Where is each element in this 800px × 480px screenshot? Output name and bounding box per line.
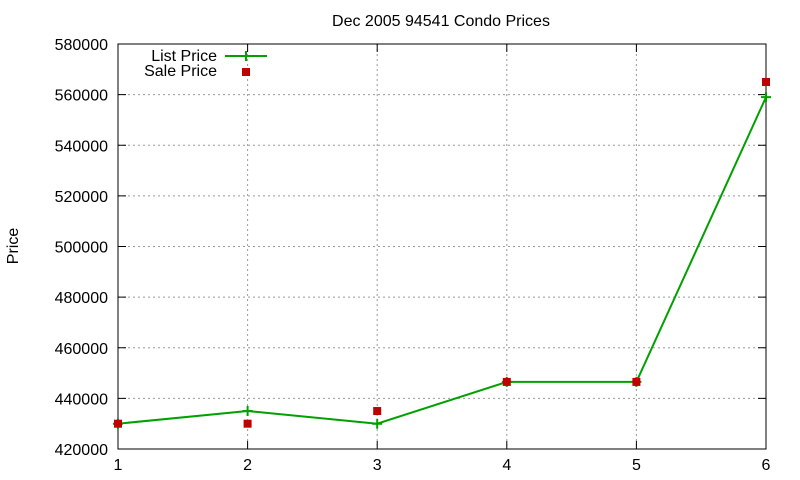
x-axis-tick-label: 3 — [373, 457, 382, 474]
y-axis-tick-label: 580000 — [55, 37, 108, 54]
y-axis-tick-label: 460000 — [55, 341, 108, 358]
tick-labels: 1 2 3 4 5 6 420000 440000 460000 480000 500000 5200… — [55, 37, 771, 474]
sale-price-point-marker — [502, 377, 511, 386]
chart-title: Dec 2005 94541 Condo Prices — [332, 13, 550, 30]
y-axis-tick-label: 500000 — [55, 240, 108, 257]
y-axis-tick-label: 520000 — [55, 189, 108, 206]
y-axis-tick-label: 420000 — [55, 442, 108, 459]
y-axis-label: Price — [5, 228, 22, 265]
legend-marker-list-price — [241, 51, 251, 61]
sale-price-point-marker — [243, 419, 252, 428]
legend-label-list-price: List Price — [151, 48, 217, 65]
x-axis-tick-label: 2 — [243, 457, 252, 474]
sale-price-point-marker — [762, 77, 770, 86]
list-price-series-line — [117, 96, 767, 425]
series-layer — [113, 77, 771, 429]
x-axis-tick-label: 4 — [502, 457, 511, 474]
y-axis-tick-label: 440000 — [55, 391, 108, 408]
grid-lines — [118, 44, 766, 449]
axes — [117, 43, 767, 450]
list-price-point-marker — [761, 92, 771, 103]
y-axis-tick-label: 480000 — [55, 290, 108, 307]
list-price-point-marker — [242, 406, 253, 417]
sale-price-point-marker — [632, 377, 641, 386]
legend-label-sale-price: Sale Price — [144, 63, 217, 80]
list-price-point-marker — [372, 418, 383, 429]
y-axis-tick-label: 540000 — [55, 138, 108, 155]
legend-marker-sale-price — [242, 68, 250, 76]
x-axis-tick-label: 5 — [632, 457, 641, 474]
sale-price-point-marker — [114, 419, 122, 428]
x-axis-tick-label: 6 — [762, 457, 771, 474]
sale-price-point-marker — [373, 407, 382, 416]
y-axis-tick-label: 560000 — [55, 88, 108, 105]
plot-frame — [117, 43, 767, 450]
x-axis-tick-label: 1 — [114, 457, 123, 474]
